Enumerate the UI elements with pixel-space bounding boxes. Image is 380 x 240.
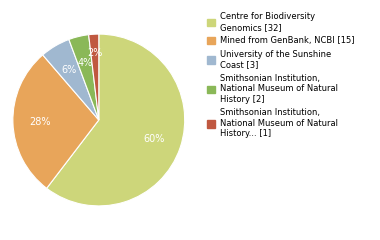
Wedge shape xyxy=(69,35,99,120)
Text: 60%: 60% xyxy=(144,134,165,144)
Text: 6%: 6% xyxy=(62,65,77,75)
Text: 28%: 28% xyxy=(30,117,51,127)
Legend: Centre for Biodiversity
Genomics [32], Mined from GenBank, NCBI [15], University: Centre for Biodiversity Genomics [32], M… xyxy=(204,9,357,141)
Wedge shape xyxy=(43,39,99,120)
Wedge shape xyxy=(47,34,185,206)
Text: 2%: 2% xyxy=(87,48,103,58)
Wedge shape xyxy=(89,34,99,120)
Text: 4%: 4% xyxy=(78,58,93,68)
Wedge shape xyxy=(13,55,99,188)
